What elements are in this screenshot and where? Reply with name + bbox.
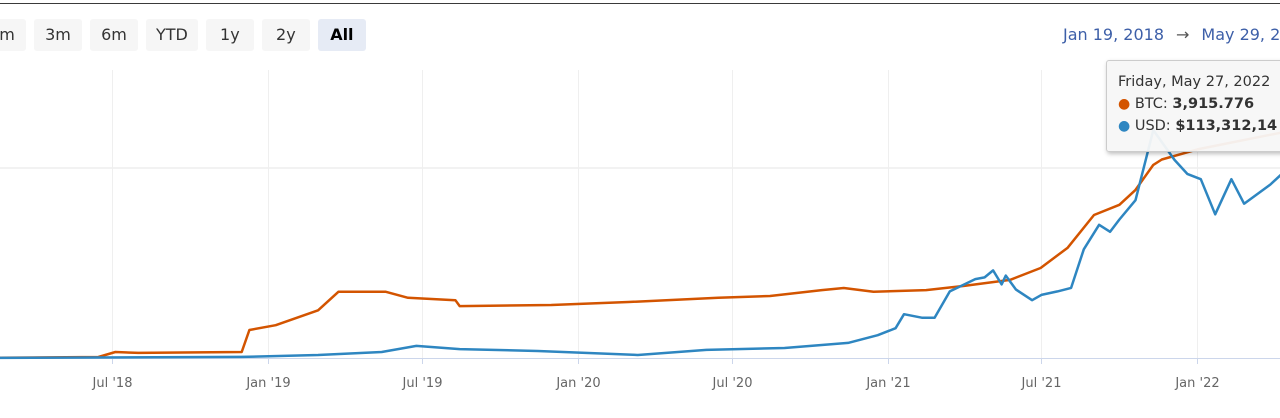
x-tick-label: Jul '20 xyxy=(712,376,753,391)
date-to[interactable]: May 29, 2022 xyxy=(1201,25,1280,44)
tooltip-usd-label: USD: xyxy=(1134,118,1176,134)
range-all-button[interactable]: All xyxy=(317,19,366,51)
range-3m-button[interactable]: 3m xyxy=(34,19,82,51)
usd-dot-icon: ● xyxy=(1118,118,1131,134)
btc-dot-icon: ● xyxy=(1118,96,1131,112)
x-tick-label: Jul '21 xyxy=(1021,376,1062,391)
x-tick-label: Jul '19 xyxy=(402,376,443,391)
range-ytd-button[interactable]: YTD xyxy=(146,19,198,51)
x-tick-label: Jan '20 xyxy=(555,376,600,391)
range-selector: 1m 3m 6m YTD 1y 2y All xyxy=(0,19,366,51)
top-divider xyxy=(0,3,1280,4)
tooltip-usd-value: $113,312,14 xyxy=(1175,118,1278,134)
x-tick-label: Jan '19 xyxy=(245,376,290,391)
date-range: Jan 19, 2018 → May 29, 2022 xyxy=(1063,25,1280,44)
series-line-usd xyxy=(0,128,1280,360)
date-from[interactable]: Jan 19, 2018 xyxy=(1063,25,1164,44)
chart-tooltip: Friday, May 27, 2022 ● BTC: 3,915.776 ● … xyxy=(1106,60,1280,152)
x-tick-label: Jul '18 xyxy=(92,376,133,391)
tooltip-btc-value: 3,915.776 xyxy=(1172,96,1255,112)
x-tick-label: Jan '21 xyxy=(865,376,910,391)
range-1y-button[interactable]: 1y xyxy=(205,19,254,51)
range-1m-button[interactable]: 1m xyxy=(0,19,26,51)
range-2y-button[interactable]: 2y xyxy=(261,19,310,51)
range-6m-button[interactable]: 6m xyxy=(90,19,138,51)
x-tick-label: Jan '22 xyxy=(1174,376,1219,391)
series-line-btc xyxy=(0,131,1280,360)
tooltip-btc-label: BTC: xyxy=(1134,96,1173,112)
tooltip-date: Friday, May 27, 2022 xyxy=(1118,74,1271,90)
arrow-right-icon: → xyxy=(1176,25,1190,44)
